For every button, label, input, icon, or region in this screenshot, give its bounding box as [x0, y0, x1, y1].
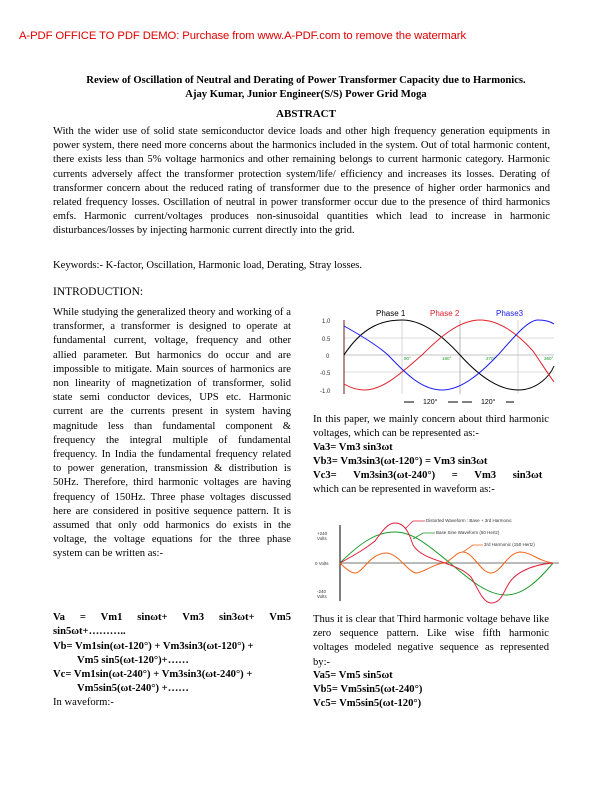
equation-vc3: Vc3= Vm3sin3(ωt-240°) = Vm3 sin3ωt: [313, 470, 543, 481]
equation-vb-line2: Vm5 sin5(ωt-120°)+……: [77, 655, 189, 666]
svg-text:120°: 120°: [423, 398, 438, 406]
watermark-banner: A-PDF OFFICE TO PDF DEMO: Purchase from …: [19, 30, 466, 42]
svg-text:360°: 360°: [544, 356, 554, 361]
equation-vb-line1: Vb= Vm1sin(ωt-120°) + Vm3sin3(ωt-120°) +: [53, 641, 254, 652]
waveform-intro: which can be represented in waveform as:…: [313, 484, 495, 495]
chart-legend: Phase 1 Phase 2 Phase3: [376, 309, 524, 318]
abstract-text: With the wider use of solid state semico…: [53, 126, 550, 237]
introduction-paragraph: While studying the generalized theory an…: [53, 307, 291, 560]
svg-text:3rd Harmonic (150 Hertz): 3rd Harmonic (150 Hertz): [484, 542, 535, 547]
equation-va5: Va5= Vm5 sin5ωt: [313, 670, 393, 681]
svg-text:Volts: Volts: [317, 594, 328, 599]
svg-text:+240: +240: [317, 531, 328, 536]
phase-2-curve: [343, 319, 555, 391]
degree-markers: 90° 180° 270° 360°: [404, 356, 554, 361]
equation-va3: Va3= Vm3 sin3ωt: [313, 442, 393, 453]
svg-text:90°: 90°: [404, 356, 411, 361]
svg-text:Phase 1: Phase 1: [376, 309, 406, 318]
svg-text:Distorted Waveform : Base + 3r: Distorted Waveform : Base + 3rd Harmonic: [426, 518, 512, 523]
svg-text:Phase 2: Phase 2: [430, 309, 460, 318]
paper-author: Ajay Kumar, Junior Engineer(S/S) Power G…: [185, 89, 427, 100]
three-phase-chart: 1.0 0.5 0 -0.5 -1.0 Phase 1 Phase 2 Phas…: [320, 309, 555, 406]
svg-text:180°: 180°: [442, 356, 452, 361]
svg-text:0 Volts: 0 Volts: [315, 561, 329, 566]
phase-1-curve: [343, 319, 555, 391]
phase-shift-annotations: 120° 120°: [404, 398, 514, 406]
third-harmonic-intro: In this paper, we mainly concern about t…: [313, 414, 549, 440]
equation-vc5: Vc5= Vm5sin5(ωt-120°): [313, 698, 422, 709]
svg-text:-240: -240: [317, 589, 327, 594]
distorted-waveform-curve: [339, 522, 554, 604]
equation-va: Va = Vm1 sinωt+ Vm3 sin3ωt+ Vm5 sin5ωt+……: [53, 612, 291, 638]
equation-vc-line1: Vc= Vm1sin(ωt-240°) + Vm3sin3(ωt-240°) +: [53, 669, 253, 680]
equation-vc-line2: Vm5sin5(ωt-240°) +……: [77, 683, 189, 694]
paper-header: Review of Oscillation of Neutral and Der…: [0, 74, 612, 102]
svg-text:Volts: Volts: [317, 536, 328, 541]
svg-text:Base Sine Waveform (50 Hertz): Base Sine Waveform (50 Hertz): [436, 530, 500, 535]
equation-vb5: Vb5= Vm5sin5(ωt-240°): [313, 684, 423, 695]
y-tick-labels: 1.0 0.5 0 -0.5 -1.0: [320, 319, 331, 395]
svg-text:0.5: 0.5: [322, 337, 331, 343]
keywords: Keywords:- K-factor, Oscillation, Harmon…: [53, 260, 363, 271]
equation-vb3: Vb3= Vm3sin3(ωt-120°) = Vm3 sin3ωt: [313, 456, 488, 467]
svg-text:0: 0: [326, 354, 330, 360]
phase-3-curve: [343, 319, 555, 391]
zero-sequence-paragraph: Thus it is clear that Third harmonic vol…: [313, 614, 549, 668]
svg-text:Phase3: Phase3: [496, 309, 524, 318]
paper-title: Review of Oscillation of Neutral and Der…: [86, 75, 526, 86]
svg-text:1.0: 1.0: [322, 319, 331, 325]
svg-text:120°: 120°: [481, 398, 496, 406]
svg-text:270°: 270°: [486, 356, 496, 361]
svg-text:-0.5: -0.5: [320, 371, 331, 377]
in-waveform-label: In waveform:-: [53, 697, 114, 708]
abstract-heading: ABSTRACT: [276, 108, 336, 120]
svg-text:-1.0: -1.0: [320, 389, 331, 395]
curve-labels: Distorted Waveform : Base + 3rd Harmonic…: [404, 518, 535, 553]
introduction-heading: INTRODUCTION:: [53, 286, 144, 298]
